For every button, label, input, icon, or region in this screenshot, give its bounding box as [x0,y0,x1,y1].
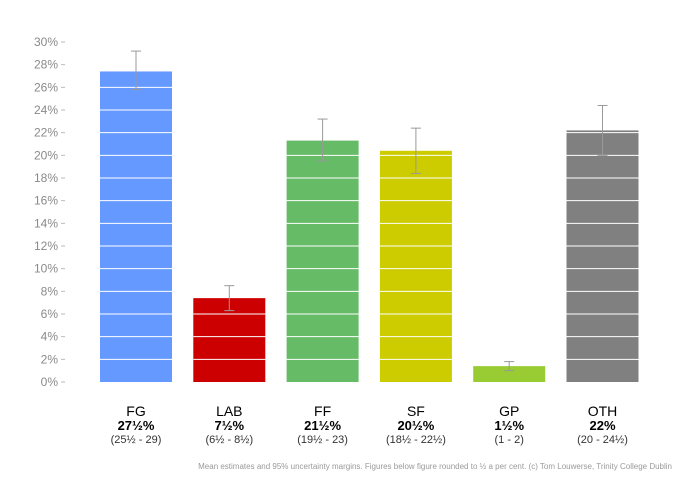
range-label: (25½ - 29) [111,434,162,446]
estimate-label: 22% [589,418,615,433]
estimate-label: 21½% [304,418,341,433]
y-tick-label: 0% [41,375,59,389]
category-label: OTH [588,403,618,419]
estimate-label: 1½% [494,418,524,433]
y-tick-label: 8% [41,284,59,298]
estimate-label: 7½% [214,418,244,433]
y-tick-label: 12% [34,239,58,253]
y-tick-label: 2% [41,352,59,366]
y-tick-label: 24% [34,103,58,117]
range-label: (20 - 24½) [577,434,628,446]
y-tick-label: 18% [34,171,58,185]
estimate-label: 20½% [397,418,434,433]
category-label: LAB [216,403,242,419]
y-tick-label: 16% [34,194,58,208]
bar-sf [379,150,452,382]
range-label: (6½ - 8½) [205,434,253,446]
category-label: SF [407,403,425,419]
y-tick-label: 28% [34,58,58,72]
bars [100,50,639,382]
y-tick-label: 10% [34,262,58,276]
range-label: (18½ - 22½) [386,434,446,446]
range-label: (1 - 2) [495,434,524,446]
range-label: (19½ - 23) [297,434,348,446]
y-tick-label: 14% [34,216,58,230]
y-tick-label: 22% [34,126,58,140]
category-label: GP [499,403,519,419]
bar-ff [286,140,359,382]
bar-lab [193,298,266,382]
y-tick-label: 30% [34,35,58,49]
footnote: Mean estimates and 95% uncertainty margi… [198,462,672,471]
y-tick-label: 6% [41,307,59,321]
y-axis: 0% 2% 4% 6% 8% 10% 12% 14% 16% 18% 20% 22% 24% 26% 28%… [34,35,65,389]
bar-fg [100,71,172,382]
category-label: FG [126,403,145,419]
y-tick-label: 4% [41,330,59,344]
bar-gp [473,366,546,382]
y-tick-label: 20% [34,148,58,162]
category-label: FF [314,403,331,419]
estimate-label: 27½% [118,418,155,433]
bar-oth [566,130,639,382]
y-tick-label: 26% [34,80,58,94]
